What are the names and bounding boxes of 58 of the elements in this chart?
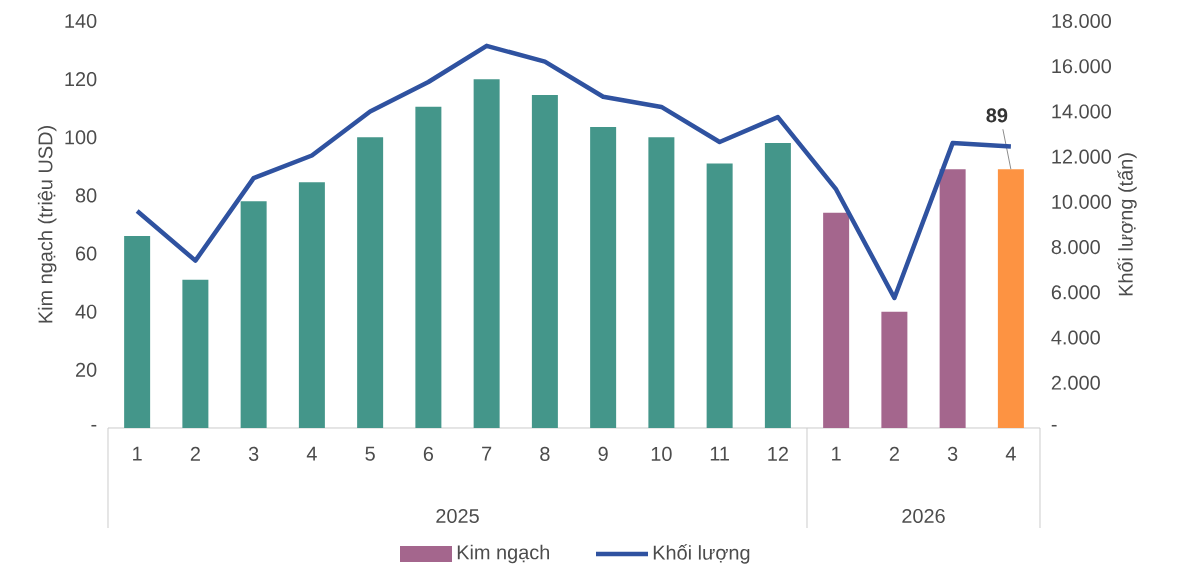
- y2-axis-title: Khối lượng (tấn): [1117, 153, 1137, 296]
- legend-label: Kim ngạch: [457, 544, 550, 564]
- bar: [590, 127, 617, 428]
- bar: [124, 236, 151, 428]
- x-tick-label: 5: [365, 446, 375, 461]
- bar: [531, 95, 558, 428]
- x-tick-label: 7: [482, 446, 492, 461]
- bar: [648, 137, 675, 428]
- y2-tick-label: 18.000: [1052, 13, 1111, 29]
- y-tick-label: 60: [76, 246, 97, 261]
- y2-tick-label: 6.000: [1051, 285, 1100, 300]
- bar: [182, 279, 209, 428]
- y2-tick-label: 14.000: [1052, 104, 1111, 119]
- x-tick-label: 1: [832, 446, 841, 461]
- y2-tick-label: 16.000: [1052, 59, 1111, 74]
- y-tick-label: 120: [65, 72, 97, 87]
- x-tick-label: 2: [889, 446, 899, 461]
- x-tick-label: 9: [598, 446, 608, 461]
- y-tick-label: 140: [65, 13, 97, 29]
- bar: [823, 212, 850, 428]
- y2-tick-label: 8.000: [1051, 240, 1100, 255]
- bar: [881, 311, 908, 428]
- y2-tick-label: 2.000: [1051, 375, 1100, 390]
- x-tick-label: 11: [710, 446, 730, 461]
- line-series: [134, 43, 1014, 301]
- x-tick-label: 4: [1005, 446, 1016, 461]
- y-tick-label: 80: [75, 188, 97, 203]
- x-tick-label: 6: [423, 446, 434, 461]
- text: 2025: [436, 508, 479, 524]
- bar: [415, 106, 442, 428]
- y-tick-label: 100: [65, 130, 97, 145]
- data-label: 89: [986, 108, 1008, 123]
- y-tick-label: 20: [76, 362, 97, 377]
- bar: [357, 137, 384, 428]
- y2-tick-label: -: [1051, 424, 1057, 427]
- bar: [939, 169, 966, 428]
- bar: [764, 143, 791, 428]
- bar: [240, 201, 267, 428]
- x-tick-label: 8: [540, 446, 550, 461]
- y-tick-label: -: [91, 424, 97, 427]
- bar: [298, 182, 325, 428]
- x-tick-label: 12: [768, 446, 788, 461]
- x-tick-label: 2: [190, 446, 200, 461]
- x-tick-label: 3: [947, 446, 958, 461]
- x-tick-label: 10: [651, 446, 672, 461]
- bar: [473, 79, 500, 428]
- y2-tick-label: 12.000: [1052, 149, 1111, 164]
- y2-tick-label: 10.000: [1052, 194, 1111, 209]
- x-tick-label: 1: [133, 446, 142, 461]
- bar: [997, 169, 1024, 428]
- y-tick-label: 40: [75, 304, 97, 319]
- text: 2026: [902, 508, 945, 524]
- y2-tick-label: 4.000: [1051, 330, 1100, 345]
- x-tick-label: 3: [248, 446, 259, 461]
- bar: [706, 163, 733, 428]
- y-axis-title: Kim ngạch (triệu USD): [37, 126, 57, 323]
- x-tick-label: 4: [306, 446, 317, 461]
- legend-label: Khối lượng: [653, 544, 750, 564]
